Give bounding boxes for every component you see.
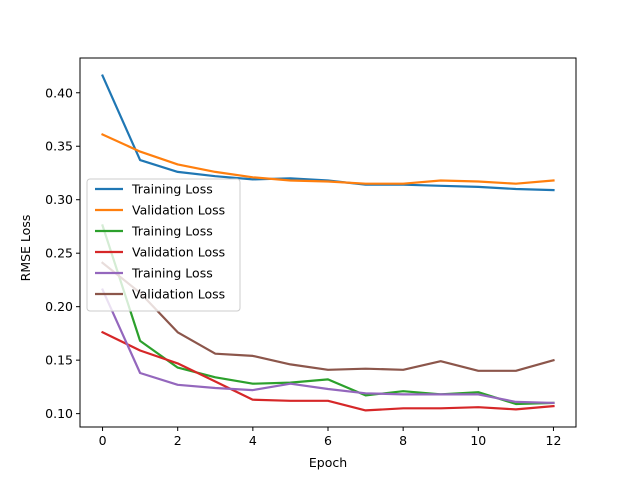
- y-tick-label: 0.15: [45, 353, 73, 368]
- series-line-5: [100, 261, 555, 372]
- legend-box: [86, 178, 241, 312]
- y-tick-label: 0.30: [45, 192, 73, 207]
- x-tick-label: 12: [546, 433, 562, 448]
- y-tick-label: 0.40: [45, 85, 73, 100]
- legend-label: Training Loss: [131, 266, 213, 281]
- x-tick-label: 10: [470, 433, 486, 448]
- x-tick-label: 8: [399, 433, 407, 448]
- legend-label: Validation Loss: [132, 203, 225, 218]
- y-axis-label: RMSE Loss: [18, 215, 33, 282]
- series-line-3: [101, 330, 555, 412]
- legend-label: Training Loss: [131, 224, 213, 239]
- y-tick-label: 0.25: [45, 246, 73, 261]
- y-tick-label: 0.20: [45, 299, 73, 314]
- x-tick-label: 2: [174, 433, 182, 448]
- series-line-1: [101, 133, 555, 185]
- x-axis-ticks: 0 2 4 6 8 10 12: [99, 427, 562, 448]
- plot-area: [100, 74, 555, 412]
- series-line-2: [101, 224, 555, 406]
- y-tick-label: 0.10: [45, 406, 73, 421]
- y-axis-ticks: 0.10 0.15 0.20 0.25 0.30 0.35 0.40: [45, 85, 80, 421]
- x-tick-label: 6: [324, 433, 332, 448]
- axes-frame: [79, 57, 577, 428]
- y-tick-label: 0.35: [45, 139, 73, 154]
- legend-label: Training Loss: [131, 182, 213, 197]
- legend-label: Validation Loss: [132, 245, 225, 260]
- legend-label: Validation Loss: [132, 287, 225, 302]
- series-line-4: [101, 288, 555, 405]
- x-tick-label: 0: [99, 433, 107, 448]
- x-tick-label: 4: [249, 433, 257, 448]
- legend: Training Loss Validation Loss Training Los…: [86, 178, 241, 312]
- x-axis-label: Epoch: [309, 455, 347, 470]
